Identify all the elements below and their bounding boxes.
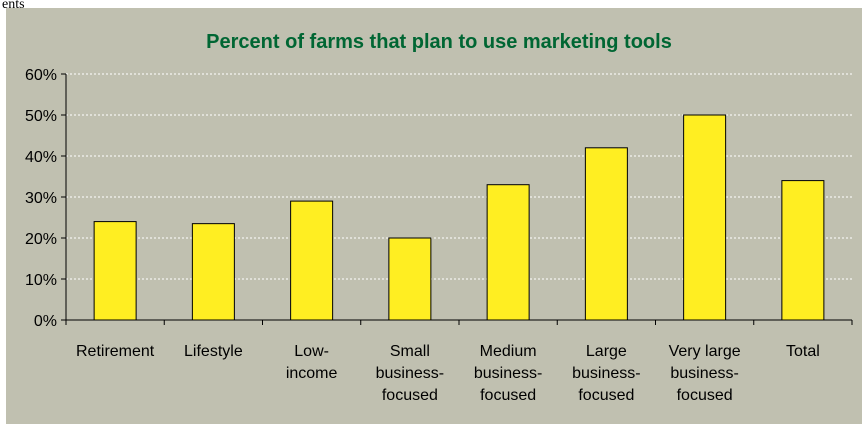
bar <box>290 200 334 321</box>
y-tick-label: 0% <box>34 313 57 330</box>
bar-chart: Percent of farms that plan to use market… <box>25 31 853 404</box>
y-tick-label: 30% <box>25 190 57 207</box>
x-category-label: Large business-focused <box>572 343 640 404</box>
y-tick-label: 20% <box>25 231 57 248</box>
chart-title: Percent of farms that plan to use market… <box>206 31 672 53</box>
bar <box>486 184 530 321</box>
y-tick-label: 10% <box>25 272 57 289</box>
y-tick-label: 50% <box>25 108 57 125</box>
y-tick-label: 40% <box>25 149 57 166</box>
x-category-label: Medium business-focused <box>474 343 542 404</box>
x-category-label: Low-income <box>286 343 338 382</box>
bar <box>683 114 727 321</box>
x-category-label: Small business-focused <box>376 343 444 404</box>
y-tick-label: 60% <box>25 67 57 84</box>
chart-panel: Percent of farms that plan to use market… <box>6 8 862 424</box>
bar <box>93 221 137 321</box>
bar <box>781 180 825 321</box>
bar <box>191 223 235 321</box>
bar <box>584 147 628 321</box>
x-category-label: Total <box>786 343 820 360</box>
x-category-label: Retirement <box>76 343 155 360</box>
x-category-label: Very large business-focused <box>669 343 741 404</box>
bar <box>388 237 432 321</box>
x-category-label: Lifestyle <box>184 343 243 360</box>
